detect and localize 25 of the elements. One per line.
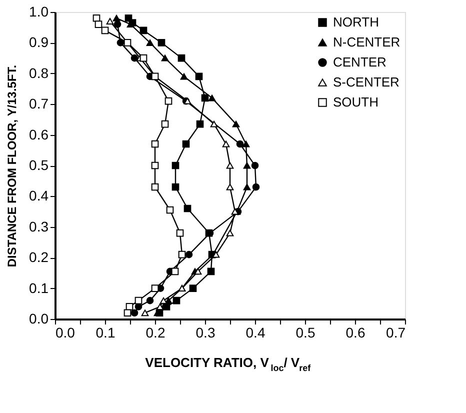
y-tick-label: 0.4 <box>29 188 49 204</box>
x-tick-label: 0.1 <box>96 324 116 340</box>
legend-label: SOUTH <box>333 94 378 110</box>
legend-label: NORTH <box>333 14 379 30</box>
x-tick-label: 0.6 <box>346 324 366 340</box>
x-tick-label: 0.5 <box>296 324 316 340</box>
y-tick-label: 0.3 <box>29 218 49 234</box>
y-tick-label: 1.0 <box>29 4 49 20</box>
y-tick-label: 0.5 <box>29 157 49 173</box>
x-tick-label: 0.3 <box>196 324 216 340</box>
y-tick-label: 0.9 <box>29 34 49 50</box>
x-tick-label: 0.0 <box>56 324 76 340</box>
legend-label: CENTER <box>333 54 386 70</box>
x-tick-label: 0.2 <box>146 324 166 340</box>
x-tick-label: 0.4 <box>246 324 266 340</box>
legend-label: N-CENTER <box>333 34 400 50</box>
x-tick-label: 0.7 <box>386 324 406 340</box>
y-tick-label: 0.8 <box>29 64 49 81</box>
y-tick-label: 0.1 <box>29 280 49 296</box>
y-tick-label: 0.0 <box>29 310 49 326</box>
y-axis-title: DISTANCE FROM FLOOR, Y/13.5FT. <box>5 64 20 268</box>
y-tick-label: 0.7 <box>29 96 49 112</box>
legend-label: S-CENTER <box>333 74 400 90</box>
y-tick-label: 0.6 <box>29 126 49 142</box>
y-tick-label: 0.2 <box>29 249 49 266</box>
